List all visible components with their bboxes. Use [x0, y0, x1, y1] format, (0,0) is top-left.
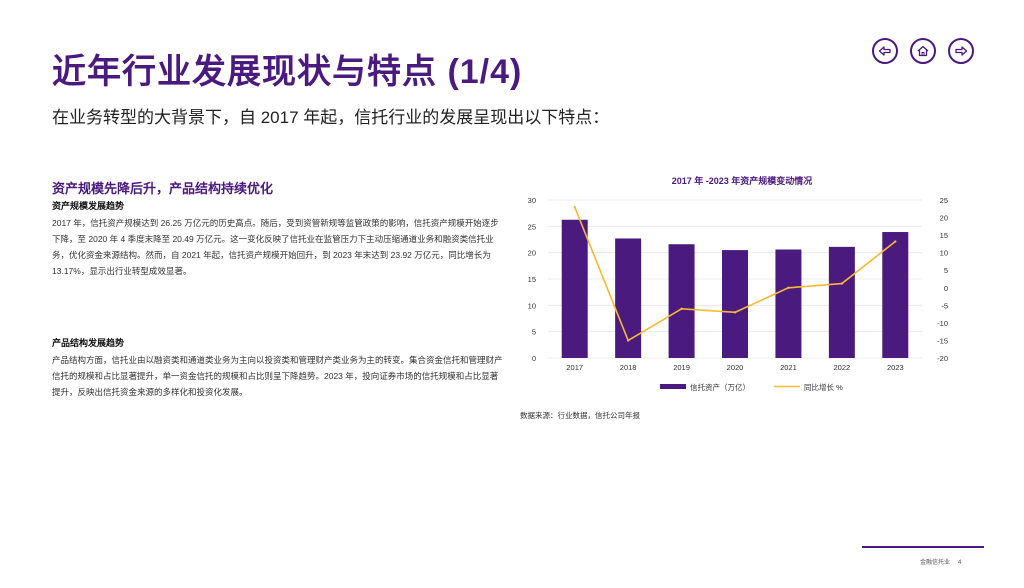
asset-trend-heading: 资产规模发展趋势 — [52, 201, 125, 211]
y-right-tick-label: 20 — [940, 214, 948, 223]
footer: 金融信托业 4 — [920, 557, 961, 566]
y-right-tick-label: 5 — [944, 266, 948, 275]
page-number: 4 — [958, 560, 962, 566]
growth-point-2018 — [626, 339, 630, 342]
legend-swatch-assets — [660, 384, 686, 389]
page-subtitle: 在业务转型的大背景下，自 2017 年起，信托行业的发展呈现出以下特点： — [52, 108, 610, 127]
arrow-left-icon — [878, 46, 891, 56]
y-right-tick-label: -5 — [941, 301, 948, 310]
y-left-tick-label: 5 — [532, 328, 536, 337]
y-left-tick-label: 0 — [532, 354, 536, 363]
growth-point-2021 — [787, 286, 790, 289]
y-left-tick-label: 20 — [528, 249, 536, 258]
y-right-tick-label: 25 — [940, 196, 948, 205]
footer-label: 金融信托业 — [920, 560, 951, 566]
x-tick-label: 2021 — [780, 363, 797, 372]
data-source: 数据来源：行业数据，信托公司年报 — [520, 411, 640, 420]
page-title: 近年行业发展现状与特点 (1/4) — [52, 53, 523, 91]
product-structure-text: 产品结构方面，信托业由以融资类和通道类业务为主向以投资类和管理财产类业务为主的转… — [52, 355, 503, 397]
x-tick-label: 2022 — [834, 363, 851, 372]
bar-2022 — [828, 246, 855, 358]
y-left-tick-label: 30 — [528, 196, 536, 205]
y-right-tick-label: 15 — [940, 231, 948, 240]
legend-label-assets: 信托资产（万亿） — [690, 382, 750, 392]
x-tick-label: 2019 — [673, 363, 690, 372]
growth-point-2023 — [894, 240, 897, 243]
bar-2021 — [775, 249, 802, 358]
bar-2023 — [882, 232, 909, 358]
footer-divider — [862, 546, 984, 548]
home-button[interactable] — [910, 38, 936, 64]
legend-label-growth: 同比增长 % — [804, 382, 843, 392]
y-left-tick-label: 10 — [528, 301, 536, 310]
y-right-tick-label: -10 — [937, 319, 948, 328]
y-right-tick-label: -15 — [937, 336, 948, 345]
forward-button[interactable] — [948, 38, 974, 64]
growth-point-2017 — [573, 205, 576, 209]
y-left-tick-label: 15 — [528, 275, 536, 284]
section-heading: 资产规模先降后升，产品结构持续优化 — [52, 181, 274, 196]
bar-2017 — [561, 219, 588, 358]
x-tick-label: 2018 — [620, 363, 637, 372]
arrow-right-icon — [955, 46, 968, 56]
chart-title: 2017 年 -2023 年资产规模变动情况 — [671, 176, 813, 186]
x-tick-label: 2020 — [727, 363, 744, 372]
bar-2020 — [722, 250, 748, 358]
y-right-tick-label: -20 — [937, 354, 948, 363]
asset-scale-chart: 0 5 10 15 20 25 30 -20 -15 -10 -5 0 5 10 15 20 25 2017 201… — [528, 196, 948, 392]
x-tick-label: 2023 — [887, 363, 904, 372]
growth-point-2020 — [733, 311, 737, 314]
bar-2019 — [668, 244, 695, 358]
home-icon — [917, 45, 929, 57]
asset-trend-text: 2017 年，信托资产规模达到 26.25 万亿元的历史高点。随后，受到资管新规… — [52, 218, 499, 276]
y-right-tick-label: 0 — [944, 284, 948, 293]
y-right-tick-label: 10 — [940, 249, 948, 258]
product-structure-heading: 产品结构发展趋势 — [52, 338, 125, 348]
growth-point-2019 — [680, 307, 683, 311]
growth-point-2022 — [840, 282, 844, 285]
bar-2018 — [615, 238, 642, 358]
x-tick-label: 2017 — [566, 363, 583, 372]
y-left-tick-label: 25 — [528, 222, 536, 231]
slide-navigation — [872, 38, 974, 64]
back-button[interactable] — [872, 38, 898, 64]
